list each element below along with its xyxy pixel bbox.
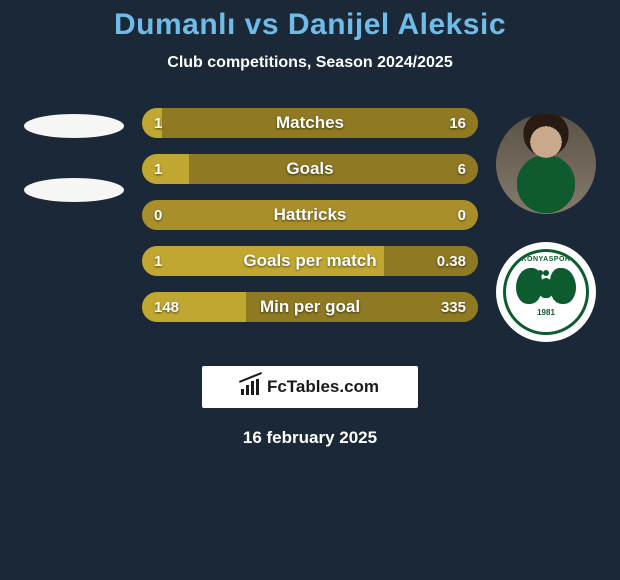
- stat-value-right: 0: [458, 207, 466, 224]
- brand-badge: FcTables.com: [202, 366, 418, 408]
- stat-label: Goals per match: [142, 251, 478, 271]
- brand-text: FcTables.com: [267, 377, 379, 397]
- stat-label: Hattricks: [142, 205, 478, 225]
- stat-bar: 1 Goals per match 0.38: [142, 246, 478, 276]
- left-side: [24, 108, 124, 202]
- date-text: 16 february 2025: [0, 428, 620, 448]
- stat-bar: 1 Goals 6: [142, 154, 478, 184]
- club-year: 1981: [537, 308, 555, 317]
- stat-bars: 1 Matches 16 1 Goals 6 0 Hattricks 0: [142, 108, 478, 322]
- stat-bar: 148 Min per goal 335: [142, 292, 478, 322]
- stat-bar: 1 Matches 16: [142, 108, 478, 138]
- stat-label: Matches: [142, 113, 478, 133]
- eagle-icon: [516, 268, 576, 306]
- club-logo-left: [24, 178, 124, 202]
- subtitle: Club competitions, Season 2024/2025: [0, 54, 620, 72]
- club-logo-right: KONYASPOR 1981: [496, 242, 596, 342]
- stat-value-right: 16: [449, 115, 466, 132]
- stat-value-right: 0.38: [437, 253, 466, 270]
- stat-label: Min per goal: [142, 297, 478, 317]
- stat-value-right: 6: [458, 161, 466, 178]
- stat-bar: 0 Hattricks 0: [142, 200, 478, 230]
- chart-icon: [241, 379, 261, 395]
- comparison-row: 1 Matches 16 1 Goals 6 0 Hattricks 0: [0, 108, 620, 342]
- stat-value-right: 335: [441, 299, 466, 316]
- player-avatar-left: [24, 114, 124, 138]
- player-avatar-right: [496, 114, 596, 214]
- page-title: Dumanlı vs Danijel Aleksic: [0, 8, 620, 42]
- club-name: KONYASPOR: [522, 256, 571, 263]
- right-side: KONYASPOR 1981: [496, 108, 596, 342]
- stat-label: Goals: [142, 159, 478, 179]
